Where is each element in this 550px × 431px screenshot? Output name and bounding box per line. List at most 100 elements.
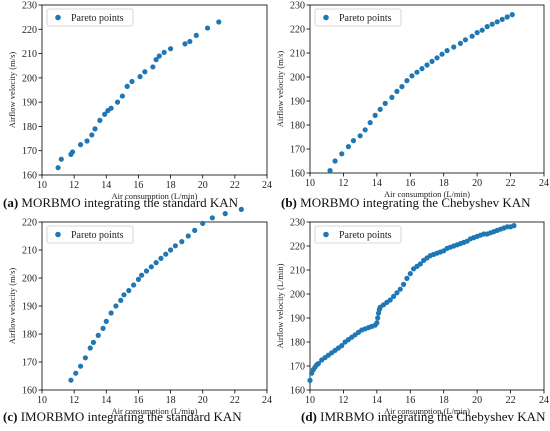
chart-c-point [90,339,97,345]
chart-c-xtick-label: 10 [37,395,47,406]
chart-b-point [372,112,378,118]
chart-b-ytick-label: 190 [290,97,305,108]
chart-c-legend-label: Pareto points [71,230,124,241]
chart-d-xtick-label: 14 [372,395,382,406]
chart-c-ytick-label: 220 [22,218,37,229]
chart-c-xtick-label: 16 [133,395,143,406]
chart-c-xtick-label: 20 [198,395,208,406]
caption-a: (a) MORBMO integrating the standard KAN [3,195,238,211]
chart-c-ytick-label: 210 [22,246,37,257]
chart-a-xtick-label: 24 [262,180,272,191]
chart-d-point [401,281,407,287]
chart-c-point [238,206,244,212]
chart-c-xtick-label: 22 [230,395,240,406]
chart-d-xtick-label: 24 [539,395,549,406]
chart-b-xtick-label: 24 [539,178,549,189]
chart-a-point [161,49,167,55]
chart-d-xtick-label: 18 [439,395,449,406]
chart-b-legend: Pareto points [314,8,402,27]
chart-c-point [192,227,198,233]
chart-a-ytick-label: 170 [22,146,37,157]
chart-b-point [404,78,410,84]
chart-a-xtick-label: 20 [198,180,208,191]
chart-c-xtick-label: 24 [262,395,272,406]
chart-c: 10 12 14 16 18 20 22 24 160 170 180 190 200 210 220 Air… [7,206,272,416]
chart-a-xtick-label: 14 [101,180,111,191]
chart-c-xtick-label: 18 [166,395,176,406]
chart-b-xtick-label: 10 [305,178,315,189]
chart-d-xtick-label: 16 [405,395,415,406]
chart-a-point [124,83,130,89]
chart-d-point [374,320,380,326]
chart-d-ytick-label: 210 [290,266,305,277]
chart-d-legend-label: Pareto points [339,230,392,241]
chart-d-point [394,290,400,296]
chart-d: 10 12 14 16 18 20 22 24 160 170 180 190 200 210 220 230… [275,218,549,417]
chart-a-point [137,74,143,80]
chart-d-ytick-label: 200 [290,290,305,301]
chart-d-frame [309,221,545,391]
chart-b-point [332,158,338,164]
chart-b-ytick-label: 180 [290,121,305,132]
chart-c-point [73,370,79,376]
chart-b-frame [309,4,545,174]
chart-c-xtick-label: 12 [69,395,79,406]
chart-c-point [222,211,228,217]
chart-a-point [156,53,162,59]
caption-d-letter: (d) [301,409,317,424]
chart-d-xtick-label: 22 [506,395,516,406]
chart-b-point [377,106,383,112]
chart-c-ytick-label: 170 [22,358,37,369]
chart-b-ytick-label: 230 [290,1,305,12]
chart-a-point [216,19,222,25]
chart-d-point [511,223,517,229]
chart-c-point [77,363,84,369]
chart-a-point [187,38,193,45]
chart-b-xtick-label: 14 [372,178,382,189]
chart-a-point [193,32,199,38]
chart-b-point [419,66,425,72]
chart-c-legend-box [46,225,134,244]
chart-b-legend-marker [323,14,329,21]
chart-c-point [131,282,137,288]
chart-c-frame [41,221,268,391]
chart-c-point [82,355,88,361]
chart-d-legend-marker [323,231,329,238]
chart-c-point [95,332,101,338]
chart-b-ytick-label: 200 [290,73,305,84]
chart-c-ytick-label: 180 [22,330,37,341]
chart-d-point [404,275,410,281]
chart-c-point [113,303,119,309]
chart-a: 10 12 14 16 18 20 22 24 160 170 180 190 200 210 220 230… [7,1,272,202]
chart-a-point [69,149,76,155]
chart-c-legend-marker [55,231,61,238]
chart-b-point [474,29,480,36]
chart-b-point [362,127,368,133]
chart-c-ytick-label: 160 [22,386,37,397]
chart-c-ytick-label: 200 [22,274,37,285]
chart-c-point [135,276,142,282]
chart-b-point [451,44,457,50]
chart-d-point [387,297,393,303]
chart-d-point [397,286,403,292]
chart-a-legend: Pareto points [46,8,134,27]
chart-d-point [307,377,313,383]
chart-b-point [469,33,475,39]
chart-d-ytick-label: 180 [290,338,305,349]
chart-c-ylabel: Airflow velocity (m/s) [7,268,17,345]
chart-a-xlabel: Air consumption (L/min) [112,191,198,201]
chart-a-legend-marker [55,14,61,21]
chart-b-point [489,21,495,27]
chart-c-point [139,272,145,278]
caption-c-text: IMORBMO integrating the standard KAN [17,409,242,424]
chart-b-point [339,151,345,157]
chart-c-legend: Pareto points [46,225,134,244]
chart-a-ytick-label: 190 [22,98,37,109]
chart-b-point [434,55,440,61]
chart-b-point [509,12,515,18]
chart-b: 10 12 14 16 18 20 22 24 160 170 180 190 200 210 220 230… [275,1,549,200]
chart-a-xtick-label: 10 [37,180,47,191]
chart-d-xtick-label: 20 [472,395,482,406]
chart-c-point [103,318,109,324]
